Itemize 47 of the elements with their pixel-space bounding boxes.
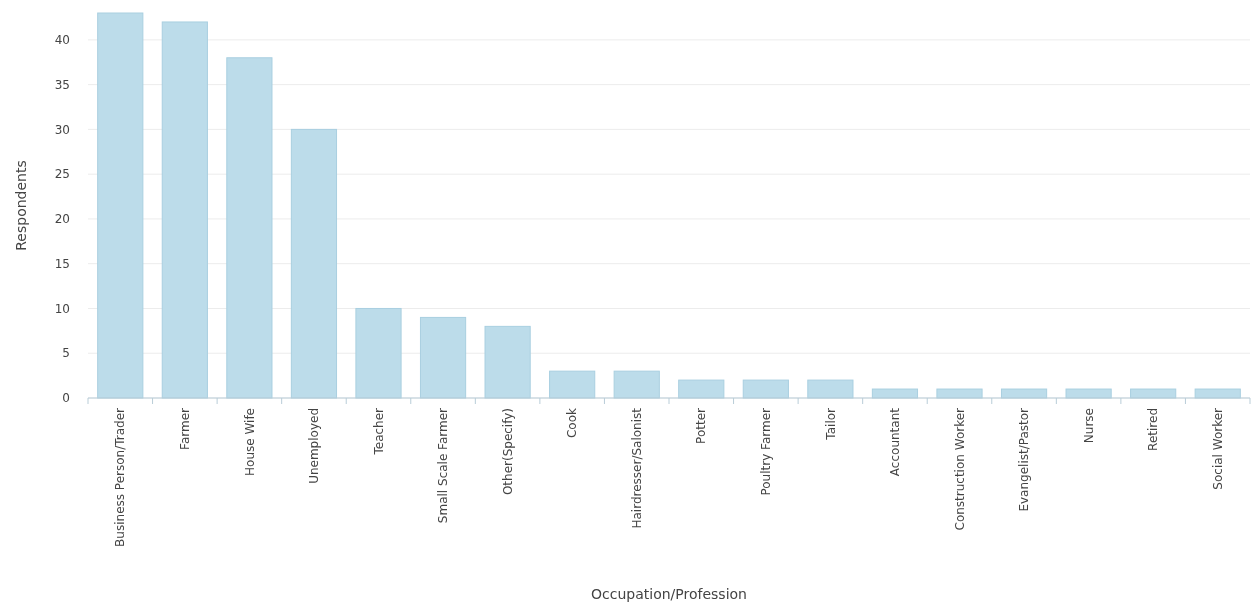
- bar: [807, 379, 854, 399]
- bar: [871, 388, 919, 399]
- bar: [1065, 388, 1112, 399]
- bar: [226, 57, 273, 399]
- x-tick-label: Other(Specify): [500, 408, 515, 496]
- x-tick-label: Business Person/Trader: [113, 407, 128, 547]
- bar: [161, 21, 208, 399]
- y-tick-label: 0: [62, 391, 70, 406]
- x-tick-label: Poultry Farmer: [759, 407, 774, 496]
- x-tick-label: Evangelist/Pastor: [1017, 407, 1032, 512]
- x-tick-label: Small Scale Farmer: [436, 407, 451, 524]
- x-tick-label: Farmer: [178, 407, 193, 450]
- y-tick-label: 30: [54, 122, 70, 137]
- x-tick-label: Construction Worker: [952, 407, 967, 531]
- y-tick-label: 5: [62, 346, 70, 361]
- y-tick-label: 25: [54, 167, 70, 182]
- y-tick-label: 15: [54, 256, 70, 271]
- x-tick-label: Cook: [565, 407, 580, 439]
- x-tick-label: Hairdresser/Salonist: [629, 407, 644, 529]
- x-tick-label: Social Worker: [1210, 407, 1225, 490]
- y-axis-title: Respondents: [13, 160, 29, 251]
- bar: [549, 370, 596, 399]
- bar: [1194, 388, 1241, 399]
- bar: [1000, 388, 1048, 399]
- y-tick-label: 35: [54, 77, 70, 92]
- x-tick-label: Potter: [694, 407, 709, 444]
- y-tick-label: 10: [54, 301, 70, 316]
- x-tick-label: Tailor: [823, 407, 838, 441]
- y-tick-label: 20: [54, 212, 70, 227]
- bar: [742, 379, 789, 399]
- y-tick-label: 40: [54, 33, 70, 48]
- bar: [419, 316, 467, 399]
- bar: [97, 12, 144, 399]
- bar: [1130, 388, 1177, 399]
- bar: [678, 379, 725, 399]
- x-tick-label: Retired: [1146, 408, 1161, 451]
- bar: [936, 388, 983, 399]
- bar: [613, 370, 660, 399]
- bar: [290, 128, 338, 399]
- bar: [484, 325, 531, 399]
- x-tick-label: Teacher: [371, 407, 386, 456]
- x-tick-label: Nurse: [1081, 408, 1096, 444]
- x-tick-label: Unemployed: [307, 408, 322, 484]
- x-tick-label: Accountant: [888, 407, 903, 477]
- x-tick-label: House Wife: [242, 408, 257, 476]
- bar: [355, 307, 402, 399]
- x-axis-title: Occupation/Profession: [591, 586, 747, 602]
